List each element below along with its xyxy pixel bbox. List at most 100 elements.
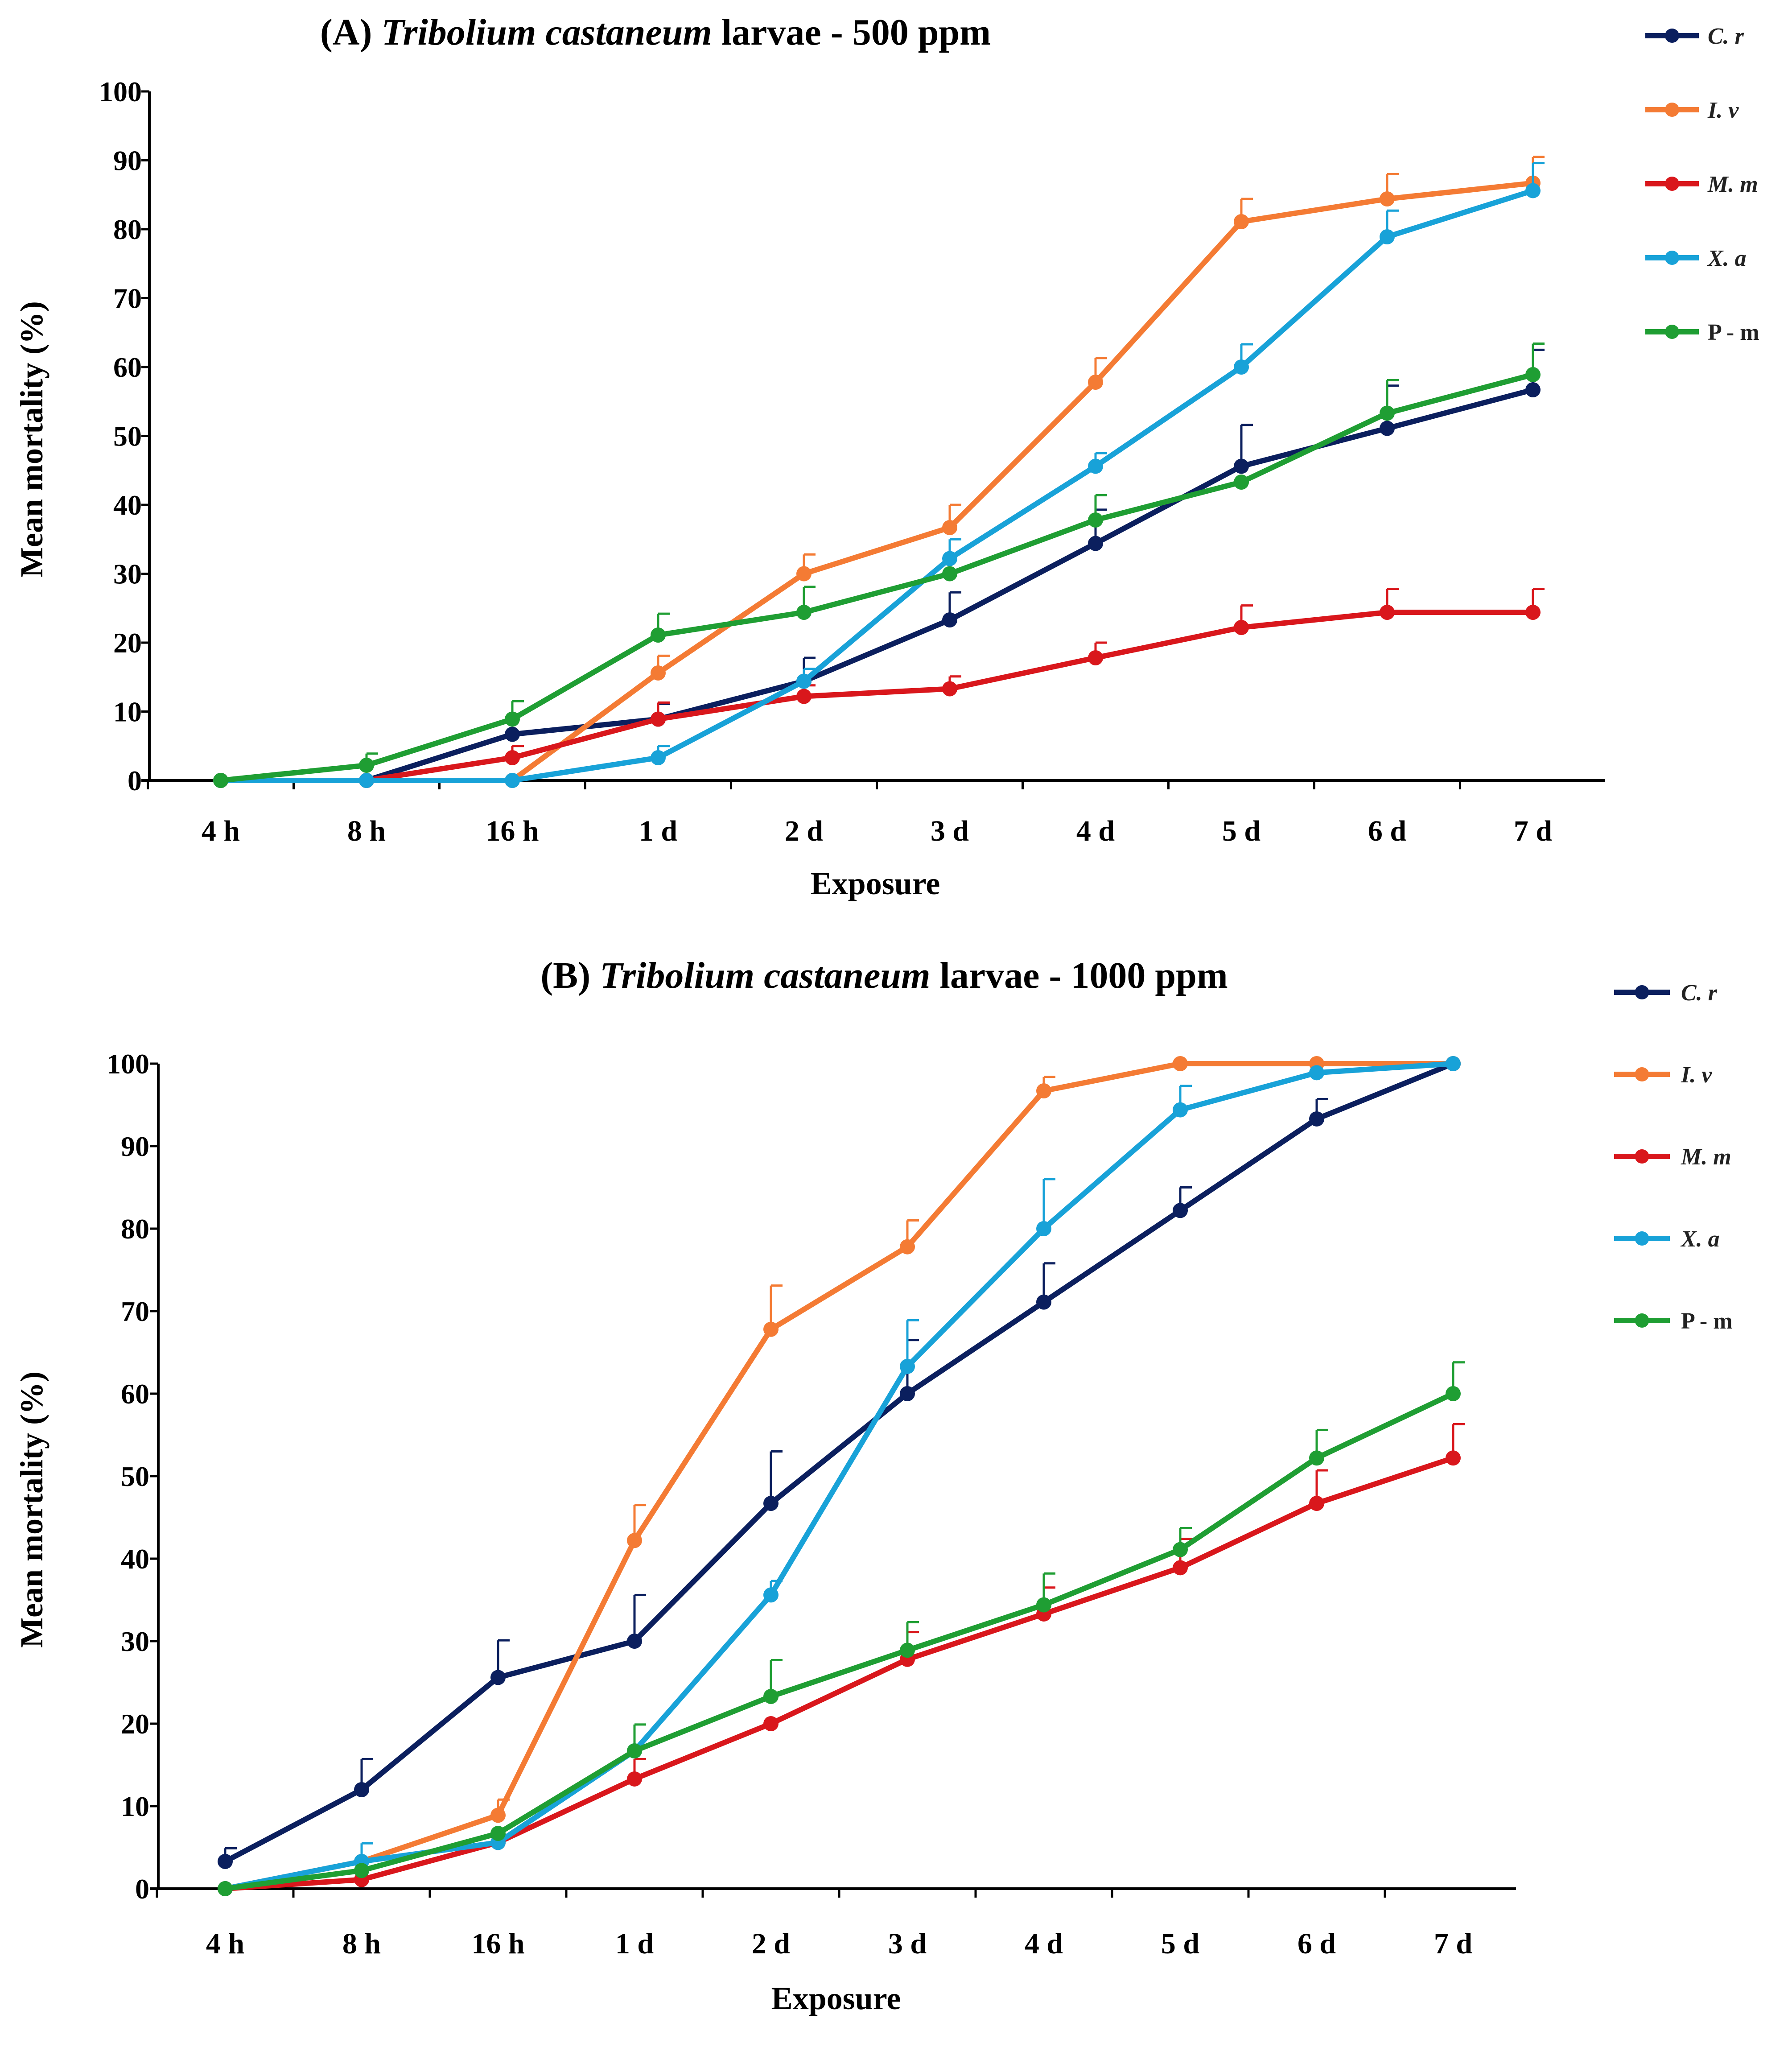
data-point xyxy=(1446,1056,1461,1071)
data-point xyxy=(1088,536,1103,551)
legend-item: P - m xyxy=(1614,1308,1733,1334)
legend-swatch-marker xyxy=(1635,985,1649,999)
data-point xyxy=(627,1634,642,1649)
series-line xyxy=(221,387,1534,783)
x-tick-label: 4 d xyxy=(1025,1927,1063,1960)
data-point xyxy=(763,1716,779,1731)
data-point xyxy=(627,1533,642,1548)
y-tick-label: 60 xyxy=(121,1378,149,1410)
legend-item: C. r xyxy=(1614,980,1718,1006)
data-point xyxy=(490,1670,506,1685)
data-point xyxy=(1446,1450,1461,1466)
series-mm xyxy=(218,1423,1465,1896)
legend-item: I. v xyxy=(1645,98,1739,123)
data-point xyxy=(1525,605,1541,620)
data-point xyxy=(1088,512,1103,528)
y-tick-label: 20 xyxy=(113,627,142,659)
axes: 0 10 20 30 40 50 60 70 80 90 100 4 h 8 h 16 h 1 d 2 d 3 … xyxy=(99,76,1605,847)
plot-area xyxy=(218,1056,1465,1896)
data-point xyxy=(1380,421,1395,436)
y-tick-label: 40 xyxy=(113,489,142,521)
x-tick-label: 6 d xyxy=(1368,815,1406,847)
data-point xyxy=(1309,1450,1324,1466)
x-tick-label: 8 h xyxy=(342,1927,381,1960)
data-point xyxy=(1309,1496,1324,1511)
legend-item: X. a xyxy=(1645,246,1747,271)
y-axis-label: Mean mortality (%) xyxy=(14,1371,49,1648)
data-point xyxy=(1234,359,1249,375)
x-tick-label: 16 h xyxy=(471,1927,524,1960)
legend-item: M. m xyxy=(1645,172,1758,197)
x-tick-label: 2 d xyxy=(785,815,823,847)
chart-title: (B) Tribolium castaneum larvae - 1000 pp… xyxy=(540,955,1228,996)
data-point xyxy=(213,773,228,788)
x-tick-label: 4 h xyxy=(206,1927,244,1960)
data-point xyxy=(218,1881,233,1896)
x-tick-label: 5 d xyxy=(1222,815,1261,847)
x-tick-label: 1 d xyxy=(615,1927,654,1960)
legend-swatch-marker xyxy=(1665,251,1679,265)
series-line xyxy=(220,372,1534,783)
data-point xyxy=(1380,229,1395,244)
legend-item: I. v xyxy=(1614,1062,1712,1088)
data-point xyxy=(354,1782,369,1797)
y-tick-label: 50 xyxy=(113,421,142,452)
legend-swatch-marker xyxy=(1635,1149,1649,1164)
legend-item: P - m xyxy=(1645,320,1759,345)
series-line xyxy=(221,188,1534,783)
data-point xyxy=(1380,605,1395,620)
plot-area xyxy=(213,156,1545,788)
x-axis-label: Exposure xyxy=(811,866,940,901)
data-point xyxy=(1036,1294,1051,1310)
data-point xyxy=(627,1743,642,1759)
y-tick-label: 90 xyxy=(113,145,142,177)
x-tick-label: 4 d xyxy=(1076,815,1115,847)
y-tick-label: 30 xyxy=(113,558,142,590)
data-point xyxy=(1234,458,1249,474)
series-pm xyxy=(218,1361,1465,1896)
data-point xyxy=(763,1587,779,1603)
data-point xyxy=(1234,620,1249,636)
y-tick-label: 30 xyxy=(121,1626,149,1657)
x-axis-label: Exposure xyxy=(771,1981,901,2016)
data-point xyxy=(1088,374,1103,390)
x-tick-label: 7 d xyxy=(1514,815,1552,847)
x-tick-label: 4 h xyxy=(202,815,240,847)
data-point xyxy=(796,605,812,620)
data-point xyxy=(651,711,666,727)
x-tick-label: 16 h xyxy=(486,815,539,847)
legend: C. r I. v M. m X. a P - m xyxy=(1645,24,1759,345)
chart-panel-a: (A) Tribolium castaneum larvae - 500 ppm… xyxy=(14,12,1759,901)
x-tick-label: 3 d xyxy=(931,815,969,847)
y-tick-label: 100 xyxy=(107,1048,149,1080)
legend-label: I. v xyxy=(1681,1062,1712,1088)
legend-label: P - m xyxy=(1681,1308,1733,1334)
y-tick-label: 60 xyxy=(113,351,142,383)
data-point xyxy=(505,750,520,766)
data-point xyxy=(796,673,812,689)
y-tick-label: 50 xyxy=(121,1461,149,1492)
data-point xyxy=(763,1496,779,1511)
y-tick-label: 10 xyxy=(113,696,142,728)
axes: 0 10 20 30 40 50 60 70 80 90 100 4 h 8 h 16 h 1 d 2 d 3 … xyxy=(107,1048,1516,1960)
series-line xyxy=(224,1061,1453,1891)
series-pm xyxy=(213,342,1545,788)
data-point xyxy=(1525,382,1541,397)
x-tick-label: 7 d xyxy=(1434,1927,1472,1960)
y-tick-label: 90 xyxy=(121,1131,149,1162)
series-line xyxy=(221,610,1533,783)
x-tick-label: 8 h xyxy=(347,815,386,847)
chart-panel-b: (B) Tribolium castaneum larvae - 1000 pp… xyxy=(14,955,1733,2016)
legend-label: P - m xyxy=(1708,320,1759,345)
x-tick-label: 2 d xyxy=(752,1927,790,1960)
chart-title: (A) Tribolium castaneum larvae - 500 ppm xyxy=(320,12,991,53)
y-tick-label: 70 xyxy=(121,1296,149,1327)
data-point xyxy=(651,750,666,766)
data-point xyxy=(505,726,520,742)
legend-item: X. a xyxy=(1614,1226,1720,1252)
data-point xyxy=(1525,183,1541,198)
legend-swatch-marker xyxy=(1665,177,1679,191)
legend-swatch-marker xyxy=(1635,1231,1649,1246)
x-tick-label: 5 d xyxy=(1161,1927,1199,1960)
